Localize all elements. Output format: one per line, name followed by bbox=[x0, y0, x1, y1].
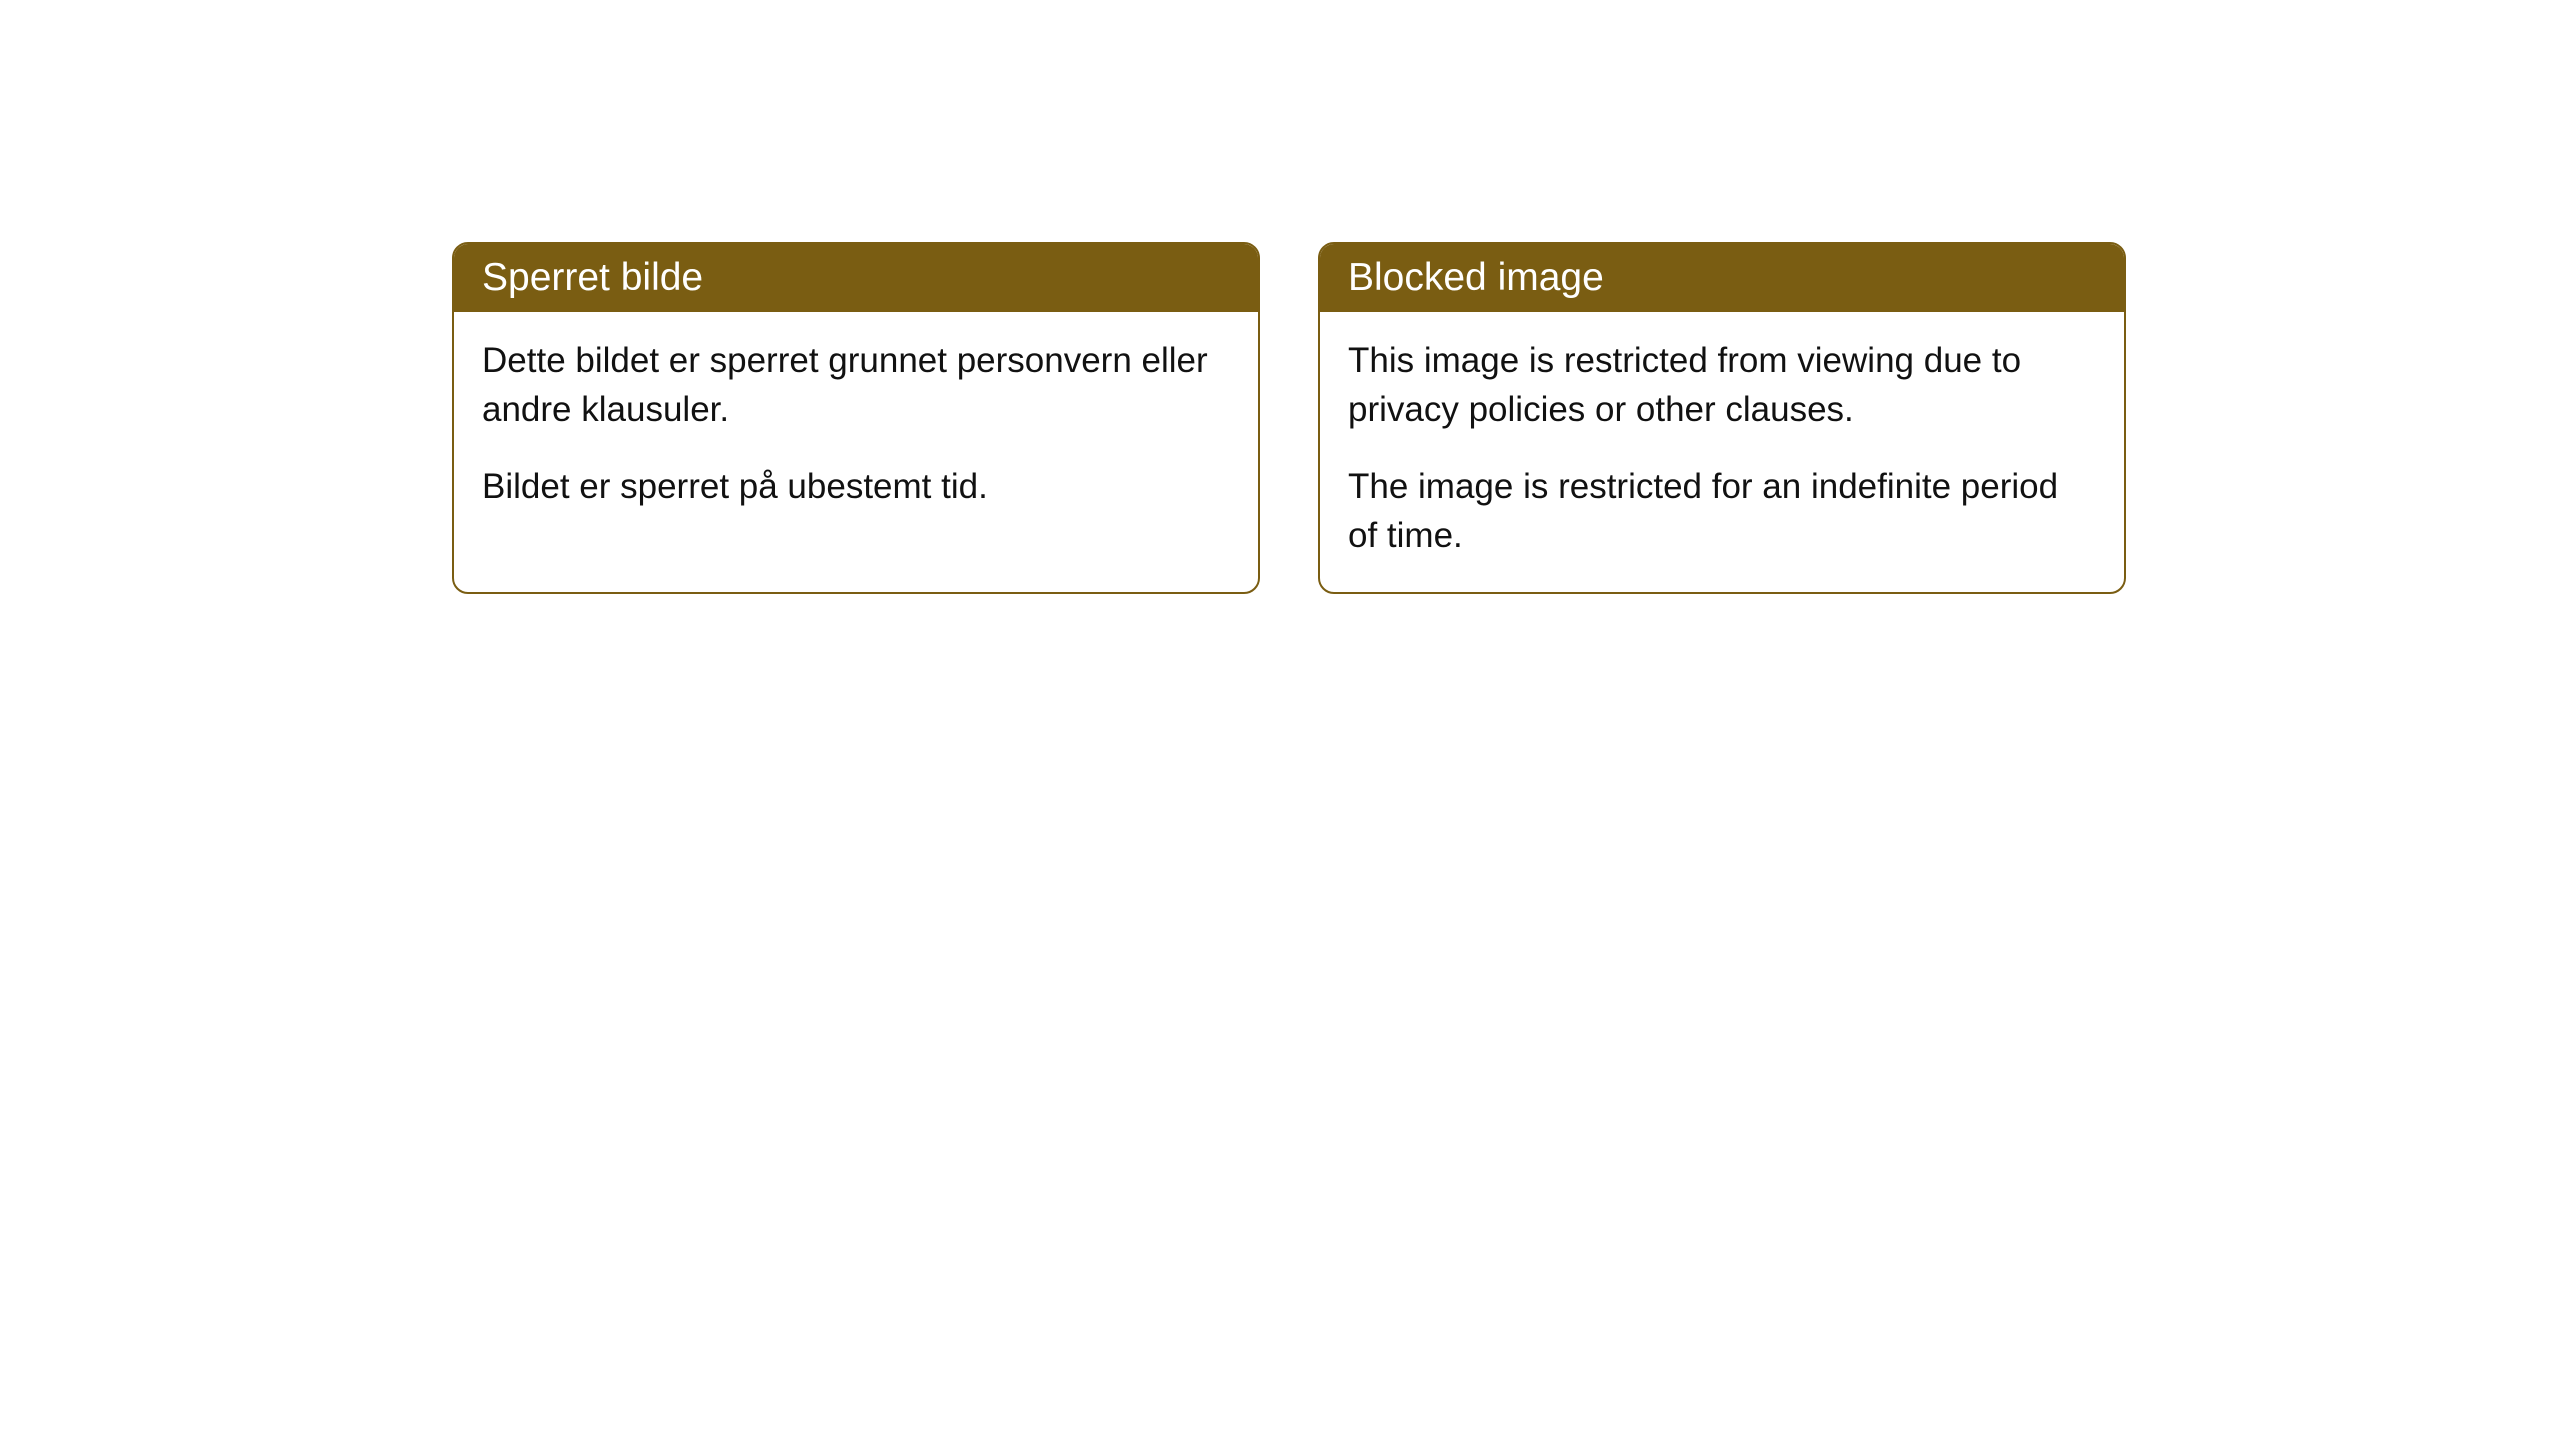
card-title-norwegian: Sperret bilde bbox=[482, 256, 703, 299]
paragraph-2-norwegian: Bildet er sperret på ubestemt tid. bbox=[482, 462, 1230, 511]
cards-container: Sperret bilde Dette bildet er sperret gr… bbox=[0, 0, 2560, 594]
paragraph-2-english: The image is restricted for an indefinit… bbox=[1348, 462, 2096, 560]
card-header-english: Blocked image bbox=[1320, 244, 2124, 312]
card-body-english: This image is restricted from viewing du… bbox=[1320, 312, 2124, 592]
card-norwegian: Sperret bilde Dette bildet er sperret gr… bbox=[452, 242, 1260, 594]
paragraph-1-english: This image is restricted from viewing du… bbox=[1348, 336, 2096, 434]
card-english: Blocked image This image is restricted f… bbox=[1318, 242, 2126, 594]
paragraph-1-norwegian: Dette bildet er sperret grunnet personve… bbox=[482, 336, 1230, 434]
card-header-norwegian: Sperret bilde bbox=[454, 244, 1258, 312]
card-body-norwegian: Dette bildet er sperret grunnet personve… bbox=[454, 312, 1258, 543]
card-title-english: Blocked image bbox=[1348, 256, 1604, 299]
